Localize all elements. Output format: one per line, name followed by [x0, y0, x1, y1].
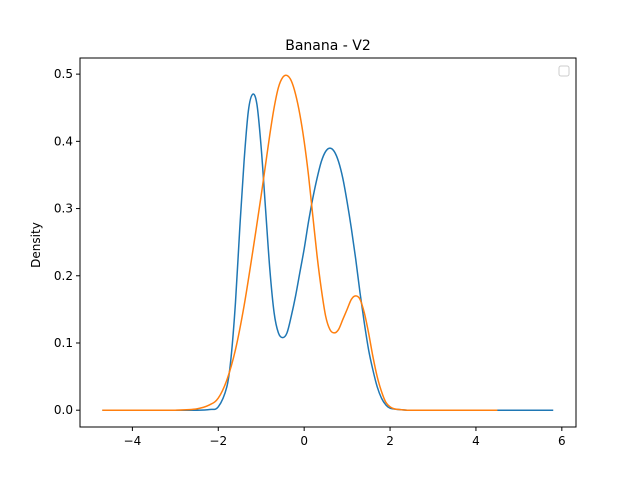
y-tick-label: 0.4	[54, 134, 73, 148]
y-tick-label: 0.2	[54, 269, 73, 283]
x-tick-label: −2	[209, 434, 227, 448]
x-tick-label: 6	[558, 434, 566, 448]
x-axis-ticks: −4 −2 0 2 4 6	[124, 427, 566, 448]
y-axis-ticks: 0.0 0.1 0.2 0.3 0.4 0.5	[54, 67, 80, 417]
x-tick-label: 4	[472, 434, 480, 448]
y-tick-label: 0.3	[54, 202, 73, 216]
density-series-line-2	[102, 74, 498, 412]
legend-box	[558, 65, 570, 77]
x-tick-label: −4	[124, 434, 142, 448]
y-tick-label: 0.0	[54, 403, 73, 417]
y-tick-label: 0.1	[54, 336, 73, 350]
x-tick-label: 0	[300, 434, 308, 448]
chart-title: Banana - V2	[285, 38, 371, 54]
y-axis-label: Density	[29, 222, 43, 268]
plot-area: −4 −2 0 2 4 6 0.0 0.1 0.2 0.3 0.4 0.5	[54, 57, 577, 448]
y-tick-label: 0.5	[54, 67, 73, 81]
series-layer	[102, 74, 554, 412]
x-tick-label: 2	[386, 434, 394, 448]
axes-frame	[79, 57, 577, 428]
